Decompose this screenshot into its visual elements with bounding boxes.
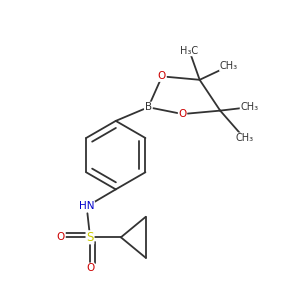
Text: O: O: [86, 263, 94, 273]
Text: O: O: [178, 109, 187, 119]
Text: HN: HN: [79, 202, 94, 212]
Text: B: B: [145, 102, 152, 112]
Text: S: S: [86, 231, 94, 244]
Text: CH₃: CH₃: [220, 61, 238, 71]
Text: O: O: [158, 71, 166, 81]
Text: CH₃: CH₃: [235, 133, 253, 143]
Text: H₃C: H₃C: [180, 46, 198, 56]
Text: O: O: [57, 232, 65, 242]
Text: CH₃: CH₃: [240, 102, 258, 112]
